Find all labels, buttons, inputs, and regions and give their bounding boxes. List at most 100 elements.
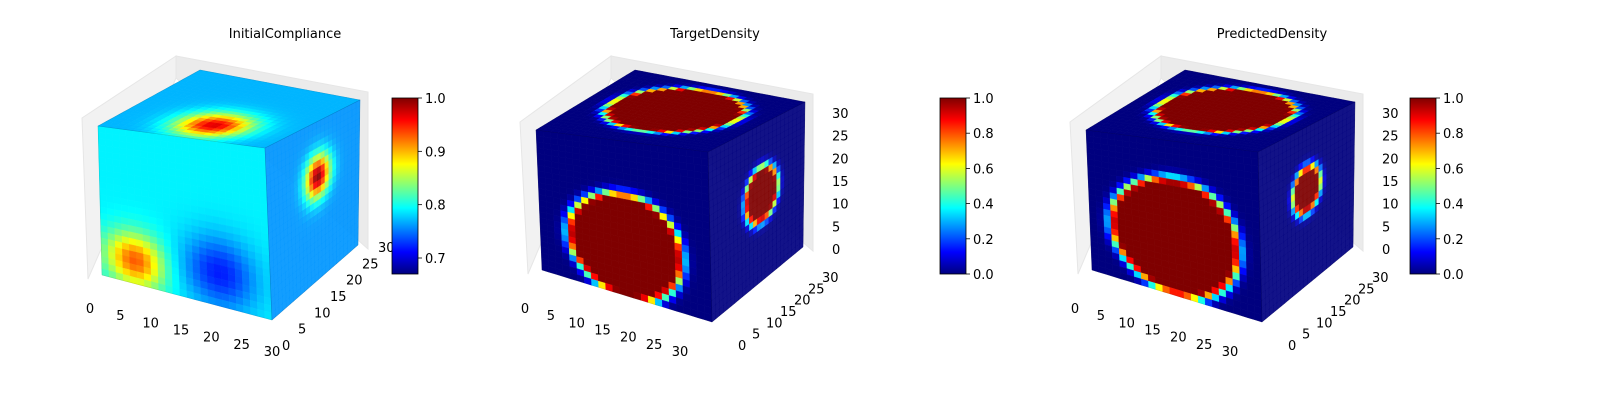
voxel-cell (1178, 141, 1187, 150)
voxel-cell (600, 150, 609, 159)
voxel-cell (686, 162, 695, 172)
voxel-cell (230, 150, 238, 159)
voxel-cell (230, 164, 239, 173)
tick-label: 10 (568, 316, 585, 331)
voxel-cell (1236, 149, 1245, 158)
voxel-cell (209, 154, 218, 163)
subplot-target-density: TargetDensity 0 5 10 15 20 25 30 0 5 10 15 20 25 30 0 5… (480, 0, 1020, 400)
voxel-cell (229, 143, 238, 152)
voxel-cell (202, 146, 211, 155)
voxel-cell (621, 140, 630, 149)
voxel-cell (1200, 144, 1209, 153)
tick-label: 5 (752, 328, 760, 343)
voxel-cell (600, 138, 609, 146)
voxel-cell (1207, 152, 1216, 161)
tick-label: 0 (86, 302, 94, 317)
voxel-cell (672, 160, 681, 170)
voxel-cell (1229, 148, 1237, 157)
voxel-cell (238, 172, 246, 181)
voxel-cell (189, 164, 197, 173)
voxel-cell (1222, 160, 1231, 170)
tick-label: 30 (822, 271, 839, 286)
voxel-cell (132, 136, 141, 145)
voxel-cell (1207, 145, 1216, 154)
voxel-cell (119, 147, 127, 156)
voxel-cell (686, 149, 695, 158)
voxel-cell (686, 169, 695, 179)
tick-label: 30 (264, 345, 281, 360)
voxel-cell (1236, 155, 1245, 165)
tick-label: 25 (362, 257, 379, 272)
voxel-cell (700, 157, 709, 167)
colorbar-tick-label: 0.9 (425, 145, 446, 160)
voxel-face-top (535, 69, 806, 153)
voxel-cell (1150, 150, 1159, 159)
voxel-cell (231, 171, 239, 180)
voxel-cell (216, 161, 225, 171)
voxel-cell (188, 137, 196, 146)
voxel-cell (237, 165, 246, 174)
voxel-face-front (97, 125, 273, 321)
voxel-cell (181, 150, 190, 159)
tick-label: 10 (142, 316, 159, 331)
voxel-cell (174, 155, 183, 165)
voxel-cell (1229, 154, 1238, 164)
voxel-cell (181, 136, 189, 145)
colorbar-ticks: 0.70.80.91.0 (418, 92, 446, 267)
voxel-cell (216, 155, 225, 164)
voxel-cell (132, 130, 141, 139)
voxel-cell (146, 138, 155, 147)
voxel-cell (216, 141, 224, 150)
voxel-cell (1251, 171, 1259, 181)
voxel-cell (621, 147, 630, 156)
voxel-cell (202, 139, 210, 148)
voxel-cell (118, 128, 127, 137)
colorbar-ticks: 0.00.20.40.60.81.0 (966, 92, 994, 283)
tick-label: 30 (672, 345, 689, 360)
voxel-cell (1193, 150, 1202, 159)
voxel-cell (1222, 167, 1231, 177)
colorbar (939, 97, 967, 275)
voxel-cell (139, 131, 148, 140)
voxel-cell (160, 147, 169, 156)
tick-label: 30 (378, 241, 395, 256)
voxel-cell (203, 173, 212, 182)
voxel-cell (607, 145, 616, 154)
voxel-cell (658, 165, 667, 174)
voxel-cell (244, 159, 253, 168)
voxel-cell (97, 131, 106, 140)
voxel-cell (354, 238, 359, 249)
voxel-cell (1243, 156, 1252, 166)
voxel-cell (1157, 145, 1166, 154)
voxel-cell (1207, 158, 1216, 168)
voxel-cell (1221, 147, 1230, 156)
face-outline (264, 99, 361, 321)
voxel-cell (700, 164, 709, 174)
voxel-cell (125, 129, 134, 138)
voxel-cell (1243, 163, 1252, 173)
tick-label: 25 (233, 338, 250, 353)
x-axis-ticks: 0 5 10 15 20 25 30 (521, 302, 688, 360)
voxel-cell (230, 157, 239, 166)
voxel-cell (111, 133, 120, 142)
voxel-cell (643, 143, 652, 152)
voxel-cell (195, 158, 204, 168)
tick-label: 15 (173, 324, 190, 339)
voxel-cell (628, 141, 637, 150)
voxel-cell (1214, 153, 1223, 162)
voxel-cell (679, 148, 687, 157)
voxel-cell (217, 168, 225, 178)
voxel-cell (614, 146, 623, 155)
voxel-cell (251, 167, 260, 176)
voxel-cell (1243, 149, 1252, 159)
voxel-cell (693, 170, 702, 180)
voxel-cell (181, 143, 190, 152)
voxel-cell (1250, 150, 1259, 160)
tick-label: 20 (203, 331, 220, 346)
voxel-cell (693, 163, 702, 173)
voxel-cell (672, 167, 681, 177)
voxel-cell (125, 135, 134, 144)
voxel-cell (195, 145, 204, 154)
colorbar-tick-label: 0.0 (973, 268, 994, 283)
